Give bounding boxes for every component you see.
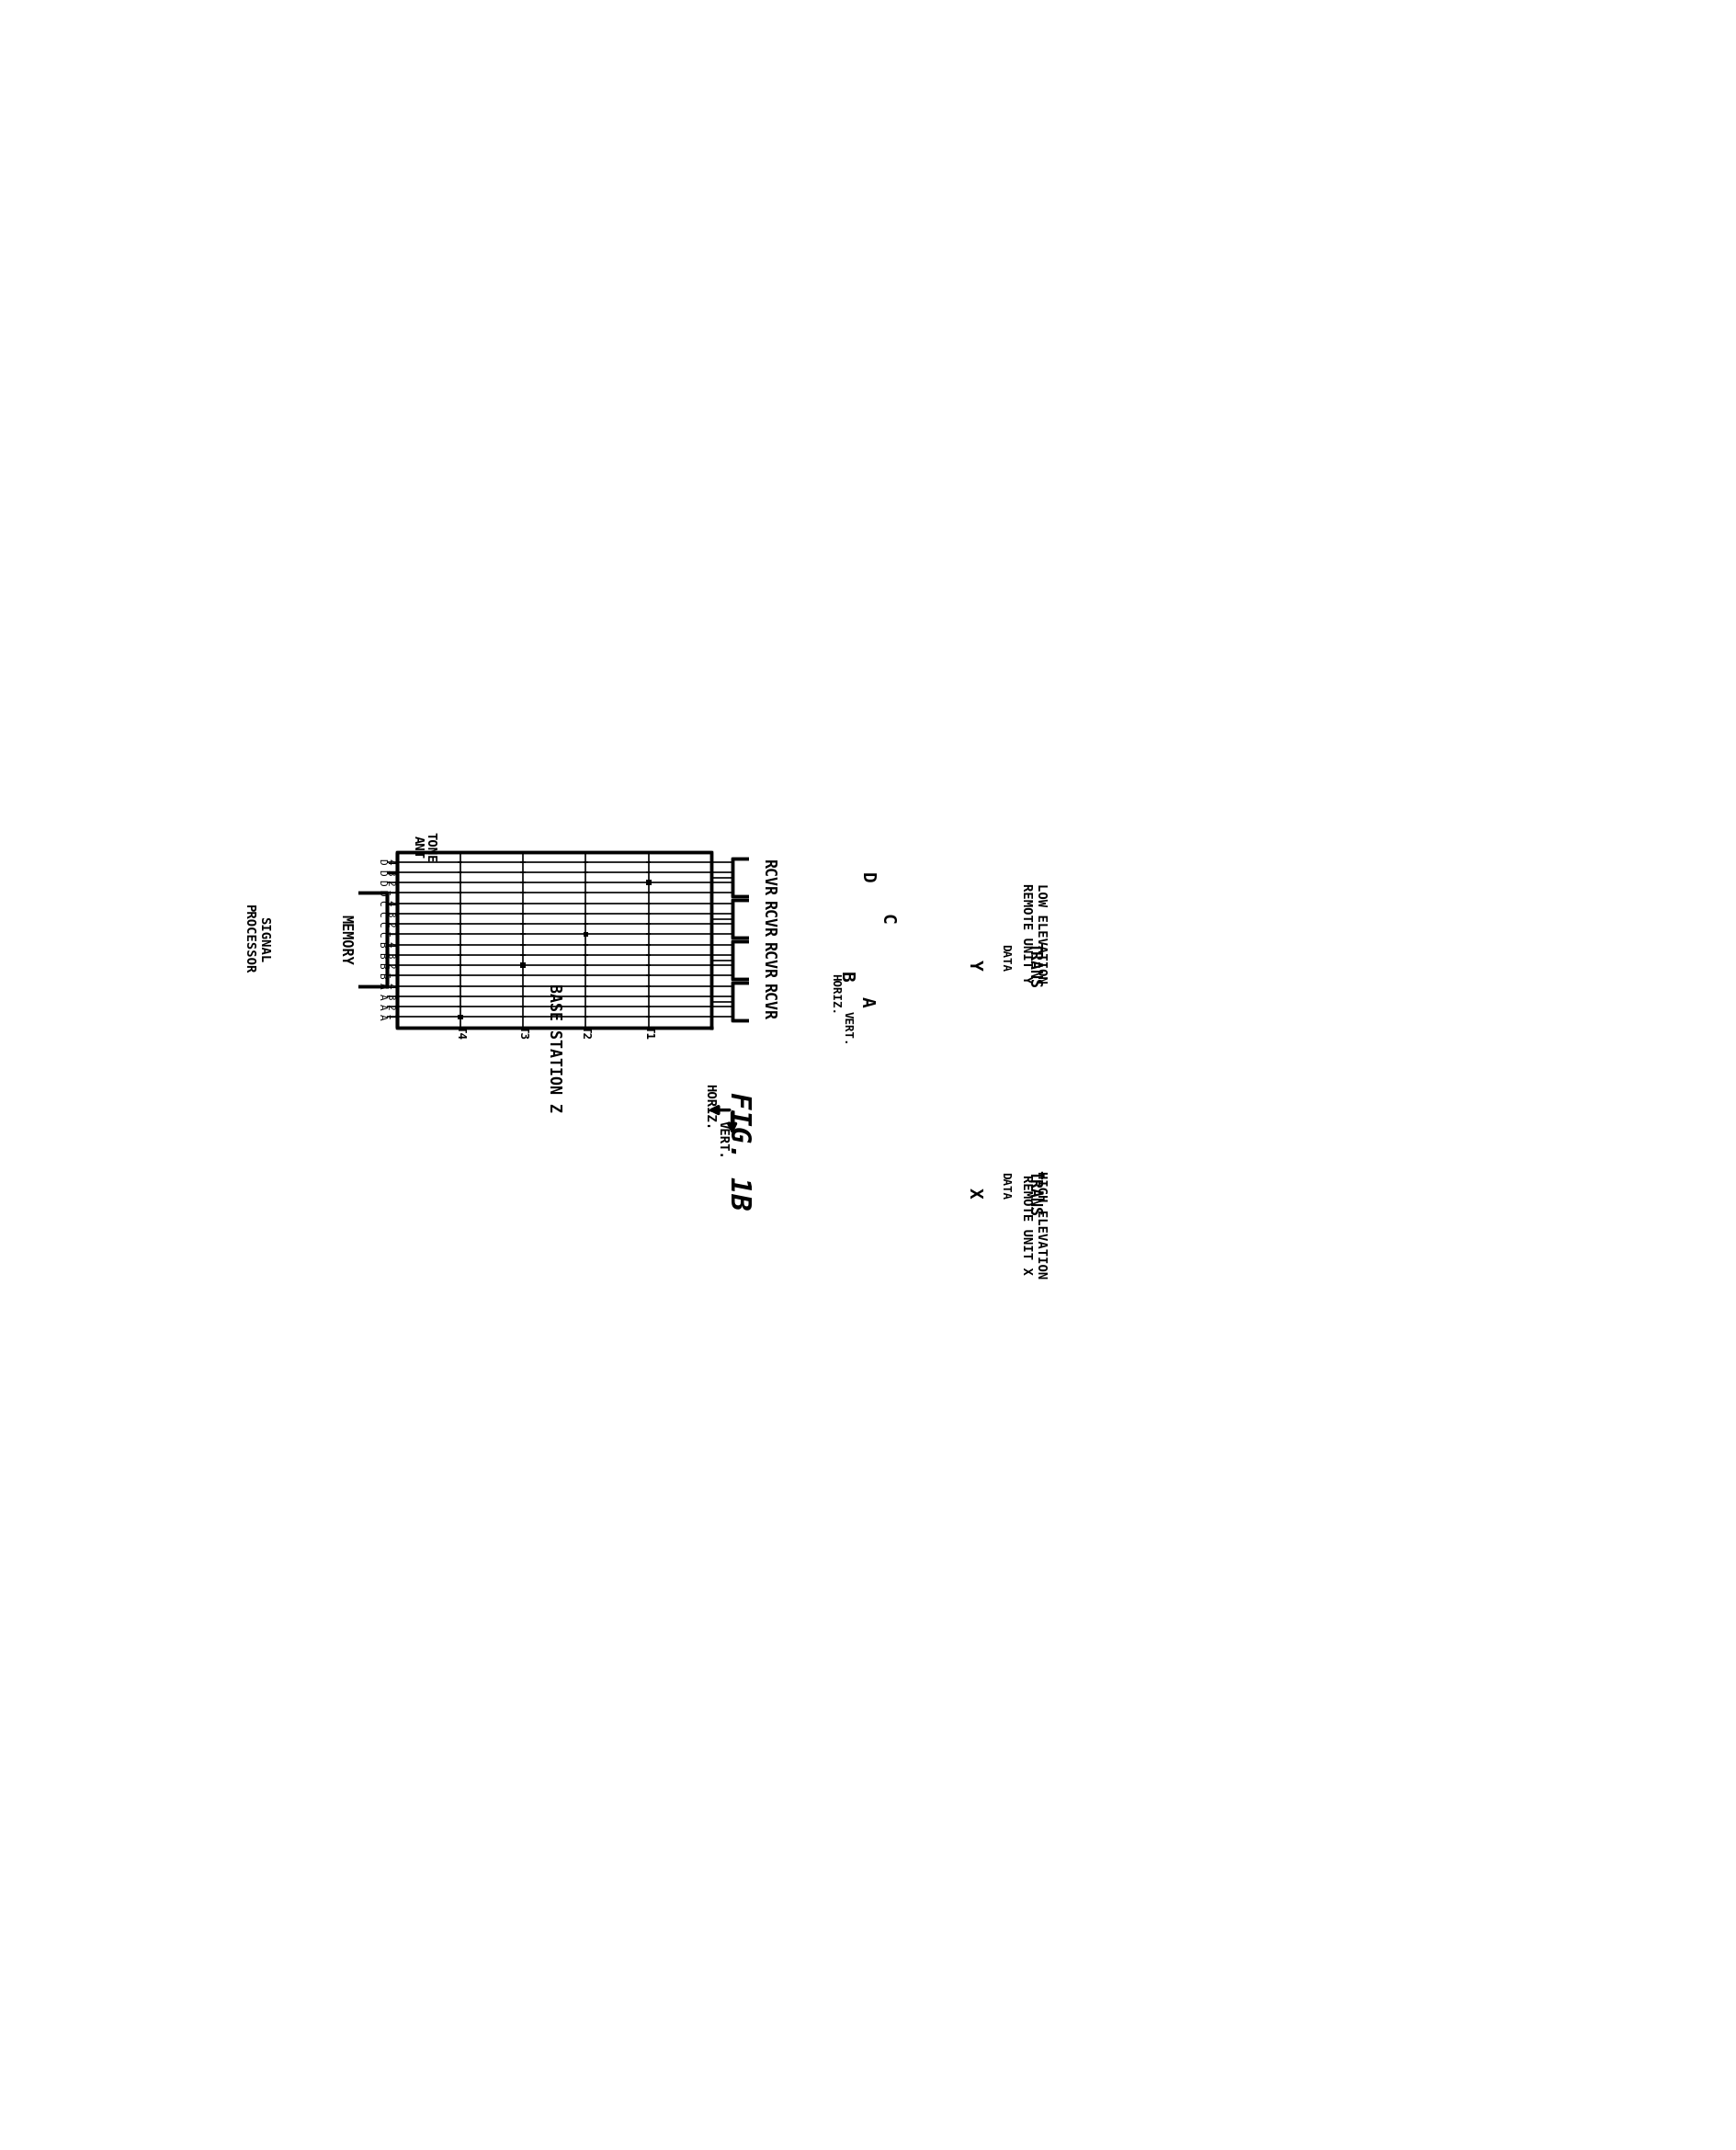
Text: D: D: [377, 858, 387, 864]
Text: 2: 2: [385, 963, 394, 968]
Text: T2: T2: [580, 1026, 592, 1038]
Polygon shape: [733, 901, 804, 937]
Text: TRANS: TRANS: [1026, 942, 1042, 989]
Text: 3: 3: [385, 912, 394, 916]
Polygon shape: [226, 892, 288, 987]
Text: FIG. 1B: FIG. 1B: [726, 1092, 752, 1210]
Text: HORIZ.: HORIZ.: [830, 974, 842, 1015]
Text: T1: T1: [642, 1026, 654, 1038]
Text: C: C: [377, 901, 387, 907]
Polygon shape: [1016, 1167, 1052, 1219]
Text: 1: 1: [385, 1015, 394, 1019]
Text: 4: 4: [385, 983, 394, 989]
Text: 4: 4: [385, 942, 394, 948]
Polygon shape: [646, 879, 651, 886]
Text: A: A: [377, 1004, 387, 1010]
Text: D: D: [377, 869, 387, 875]
Text: A: A: [377, 993, 387, 1000]
Text: B: B: [377, 942, 387, 948]
Text: 4: 4: [385, 901, 394, 907]
Text: RCVR: RCVR: [760, 983, 776, 1019]
Polygon shape: [1016, 940, 1052, 991]
Text: Y: Y: [965, 959, 983, 972]
Text: 3: 3: [385, 952, 394, 959]
Text: 1: 1: [385, 890, 394, 897]
Text: BASE STATION Z: BASE STATION Z: [547, 985, 562, 1112]
Polygon shape: [398, 851, 712, 1028]
Polygon shape: [458, 1015, 464, 1019]
Text: D: D: [377, 890, 387, 897]
Text: LOW ELEVATION
REMOTE UNIT Y: LOW ELEVATION REMOTE UNIT Y: [1021, 884, 1049, 983]
Text: RCVR: RCVR: [760, 860, 776, 897]
Text: TONE: TONE: [424, 832, 437, 862]
Text: T3: T3: [517, 1026, 529, 1038]
Circle shape: [856, 866, 878, 888]
Text: 2: 2: [385, 920, 394, 927]
Text: 3: 3: [385, 869, 394, 875]
Text: 2: 2: [385, 1004, 394, 1010]
Text: C: C: [377, 920, 387, 927]
Polygon shape: [583, 931, 589, 937]
Text: 2: 2: [385, 879, 394, 886]
Text: C: C: [377, 912, 387, 916]
Text: C: C: [878, 914, 896, 924]
Text: C: C: [377, 931, 387, 937]
Polygon shape: [304, 892, 387, 987]
Text: D: D: [858, 873, 875, 884]
Text: VERT.: VERT.: [717, 1120, 729, 1159]
Text: A: A: [377, 983, 387, 989]
Text: B: B: [377, 963, 387, 968]
Text: 1: 1: [385, 972, 394, 978]
Text: D: D: [377, 879, 387, 886]
Polygon shape: [733, 983, 804, 1019]
Text: SIGNAL
PROCESSOR: SIGNAL PROCESSOR: [243, 905, 271, 974]
Text: VERT.: VERT.: [840, 1010, 852, 1045]
Text: T4: T4: [455, 1026, 467, 1038]
Text: RCVR: RCVR: [760, 942, 776, 978]
Circle shape: [835, 965, 858, 989]
Polygon shape: [733, 858, 804, 897]
Text: TRANS: TRANS: [1026, 1170, 1042, 1215]
Text: A: A: [858, 995, 875, 1006]
Text: B: B: [837, 972, 854, 983]
Text: 4: 4: [385, 858, 394, 864]
Text: A: A: [377, 1015, 387, 1019]
Text: RCVR: RCVR: [760, 901, 776, 937]
Text: ANT: ANT: [411, 836, 424, 860]
Polygon shape: [1005, 1191, 1010, 1195]
Circle shape: [875, 907, 899, 931]
Circle shape: [856, 991, 878, 1013]
Text: 1: 1: [385, 931, 394, 937]
Text: DATA: DATA: [998, 1172, 1010, 1200]
Text: 3: 3: [385, 993, 394, 1000]
Polygon shape: [1005, 963, 1010, 968]
Text: DATA: DATA: [998, 944, 1010, 972]
Text: MEMORY: MEMORY: [339, 914, 352, 965]
Text: B: B: [377, 952, 387, 959]
Text: HIGH ELEVATION
REMOTE UNIT X: HIGH ELEVATION REMOTE UNIT X: [1021, 1172, 1049, 1279]
Text: B: B: [377, 972, 387, 978]
Polygon shape: [733, 942, 804, 978]
Text: X: X: [965, 1187, 983, 1198]
Polygon shape: [521, 963, 526, 968]
Text: HORIZ.: HORIZ.: [703, 1084, 715, 1131]
